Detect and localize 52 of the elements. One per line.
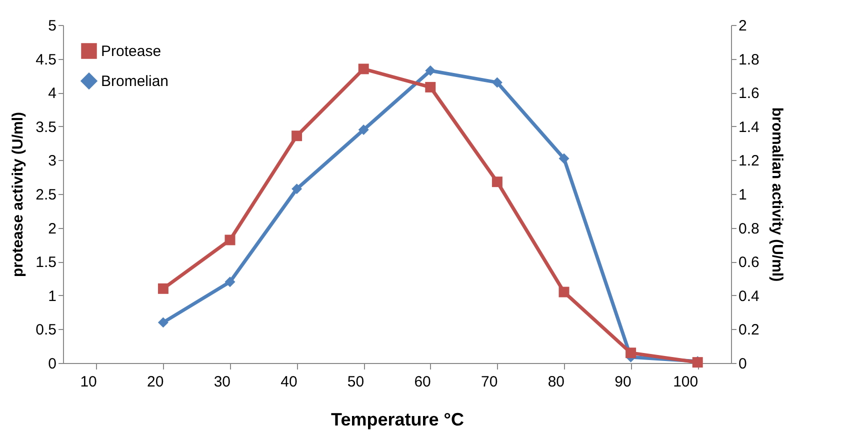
x-tick-label: 20 <box>147 374 164 390</box>
x-tick-label: 70 <box>481 374 498 390</box>
point <box>224 276 236 288</box>
y2-tick-label: 0.8 <box>738 220 760 238</box>
y-tick-label: 2 <box>48 220 56 238</box>
point <box>292 184 302 194</box>
point <box>158 317 168 328</box>
x-tick-label: 10 <box>80 374 97 390</box>
x-tick-label: 100 <box>673 374 698 390</box>
x-tick-label: 60 <box>414 374 431 390</box>
y2-tick-label: 1.6 <box>738 85 760 102</box>
y-axis-title: protease activity (U/ml) <box>10 112 27 278</box>
y-tick-label: 1 <box>48 288 56 305</box>
y2-tick-label: 1.8 <box>738 51 760 68</box>
x-tick-label: 40 <box>280 374 298 390</box>
point <box>224 234 236 246</box>
y-tick-label: 4.5 <box>36 51 56 68</box>
point <box>425 65 436 76</box>
y2-tick-label: 0.6 <box>738 254 760 272</box>
x-tick-label: 50 <box>347 374 364 390</box>
y-tick-label: 4 <box>48 85 56 102</box>
point <box>292 130 302 142</box>
y2-axis-title: bromalian activity (U/ml) <box>768 107 786 282</box>
point <box>558 153 570 164</box>
y2-tick-label: 1.2 <box>738 152 760 170</box>
point <box>358 64 369 74</box>
y2-tick-label: 0.4 <box>738 288 760 305</box>
y-tick-label: 3 <box>48 152 56 170</box>
y2-tick-label: 0.2 <box>738 322 760 339</box>
point <box>558 286 570 298</box>
point <box>626 348 636 358</box>
point <box>158 283 168 294</box>
x-tick-label: 30 <box>214 374 230 390</box>
y2-tick-label: 1.4 <box>738 118 760 136</box>
y2-tick-label: 0 <box>738 356 747 372</box>
y-tick-label: 1.5 <box>36 254 56 272</box>
y-tick-label: 0.5 <box>36 322 56 339</box>
y2-tick-label: 1 <box>738 186 747 204</box>
y-tick-label: 3.5 <box>36 118 56 136</box>
y-tick-label: 2.5 <box>36 186 56 204</box>
y-tick-label: 0 <box>48 356 56 372</box>
x-tick-label: 80 <box>548 374 564 390</box>
point <box>492 77 502 88</box>
legend-label: Bromelian <box>101 73 169 90</box>
point <box>425 82 436 92</box>
legend-label: Protease <box>101 43 162 60</box>
point <box>492 176 502 188</box>
point <box>358 124 369 136</box>
y2-tick-label: 2 <box>738 18 747 34</box>
x-tick-label: 90 <box>614 374 632 390</box>
y-tick-label: 5 <box>48 18 56 34</box>
x-axis-title: Temperature °C <box>331 410 464 430</box>
